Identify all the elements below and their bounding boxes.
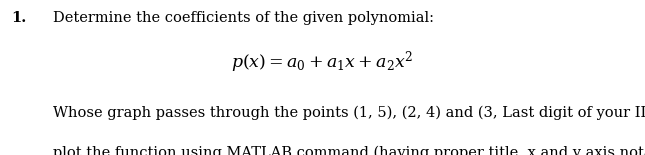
- Text: Determine the coefficients of the given polynomial:: Determine the coefficients of the given …: [53, 11, 434, 25]
- Text: Whose graph passes through the points (1, 5), (2, 4) and (3, Last digit of your : Whose graph passes through the points (1…: [53, 105, 645, 120]
- Text: 1.: 1.: [12, 11, 27, 25]
- Text: $p(x) = a_0 + a_1 x + a_2 x^2$: $p(x) = a_0 + a_1 x + a_2 x^2$: [232, 49, 413, 75]
- Text: plot the function using MATLAB command (having proper title, x and y axis notati: plot the function using MATLAB command (…: [53, 146, 645, 155]
